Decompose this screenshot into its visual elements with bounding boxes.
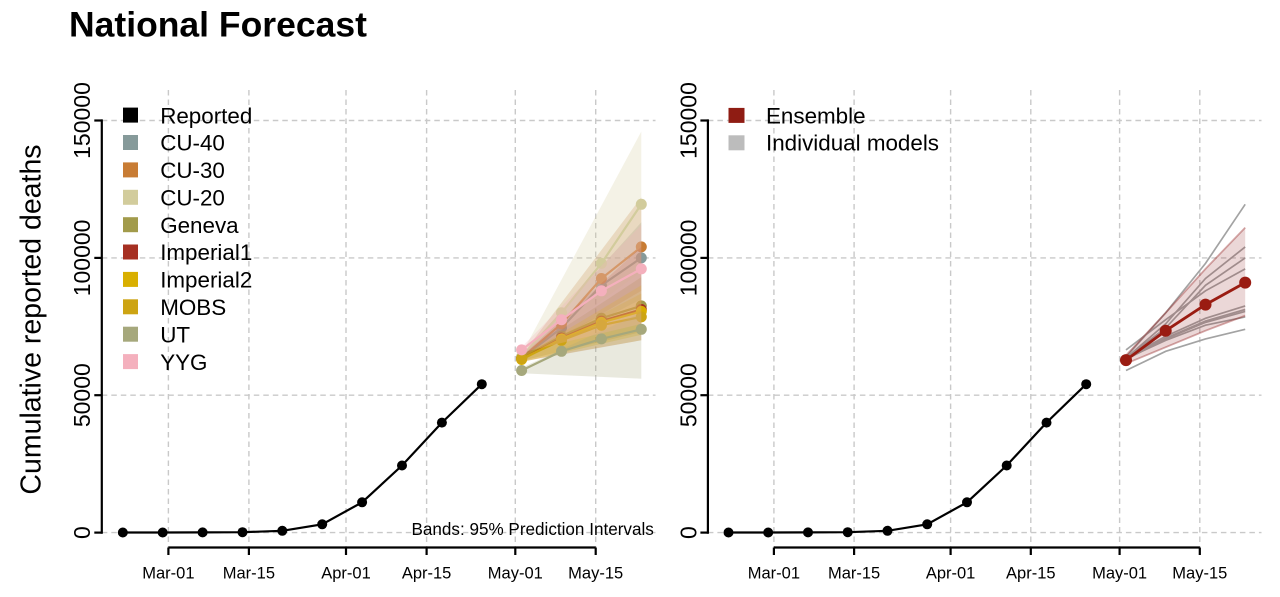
- svg-text:Ensemble: Ensemble: [766, 103, 866, 128]
- svg-text:150000: 150000: [69, 82, 95, 159]
- svg-text:Imperial1: Imperial1: [160, 240, 252, 265]
- svg-text:50000: 50000: [676, 363, 702, 427]
- svg-text:May-01: May-01: [488, 565, 543, 583]
- svg-text:50000: 50000: [69, 363, 95, 427]
- svg-text:Cumulative reported deaths: Cumulative reported deaths: [16, 144, 48, 494]
- svg-text:0: 0: [676, 526, 702, 539]
- svg-text:Apr-01: Apr-01: [926, 565, 976, 583]
- svg-text:100000: 100000: [676, 220, 702, 297]
- svg-text:Apr-15: Apr-15: [402, 565, 452, 583]
- svg-text:Mar-15: Mar-15: [828, 565, 880, 583]
- svg-text:May-15: May-15: [568, 565, 623, 583]
- svg-text:May-15: May-15: [1172, 565, 1227, 583]
- svg-text:Individual models: Individual models: [766, 131, 939, 156]
- svg-text:May-01: May-01: [1092, 565, 1147, 583]
- svg-text:100000: 100000: [69, 220, 95, 297]
- svg-text:Imperial2: Imperial2: [160, 268, 252, 293]
- svg-text:Reported: Reported: [160, 103, 252, 128]
- svg-text:0: 0: [69, 526, 95, 539]
- svg-text:Mar-15: Mar-15: [223, 565, 275, 583]
- svg-text:CU-20: CU-20: [160, 186, 225, 211]
- svg-text:MOBS: MOBS: [160, 295, 226, 320]
- svg-text:Mar-01: Mar-01: [142, 565, 194, 583]
- svg-text:Mar-01: Mar-01: [748, 565, 800, 583]
- svg-text:CU-30: CU-30: [160, 158, 225, 183]
- svg-text:CU-40: CU-40: [160, 131, 225, 156]
- svg-text:UT: UT: [160, 322, 190, 347]
- svg-text:Bands: 95% Prediction Interval: Bands: 95% Prediction Intervals: [412, 520, 654, 539]
- svg-text:YYG: YYG: [160, 350, 207, 375]
- svg-text:Geneva: Geneva: [160, 213, 239, 238]
- svg-text:National Forecast: National Forecast: [69, 5, 367, 45]
- svg-text:150000: 150000: [676, 82, 702, 159]
- svg-text:Apr-15: Apr-15: [1006, 565, 1056, 583]
- svg-text:Apr-01: Apr-01: [321, 565, 371, 583]
